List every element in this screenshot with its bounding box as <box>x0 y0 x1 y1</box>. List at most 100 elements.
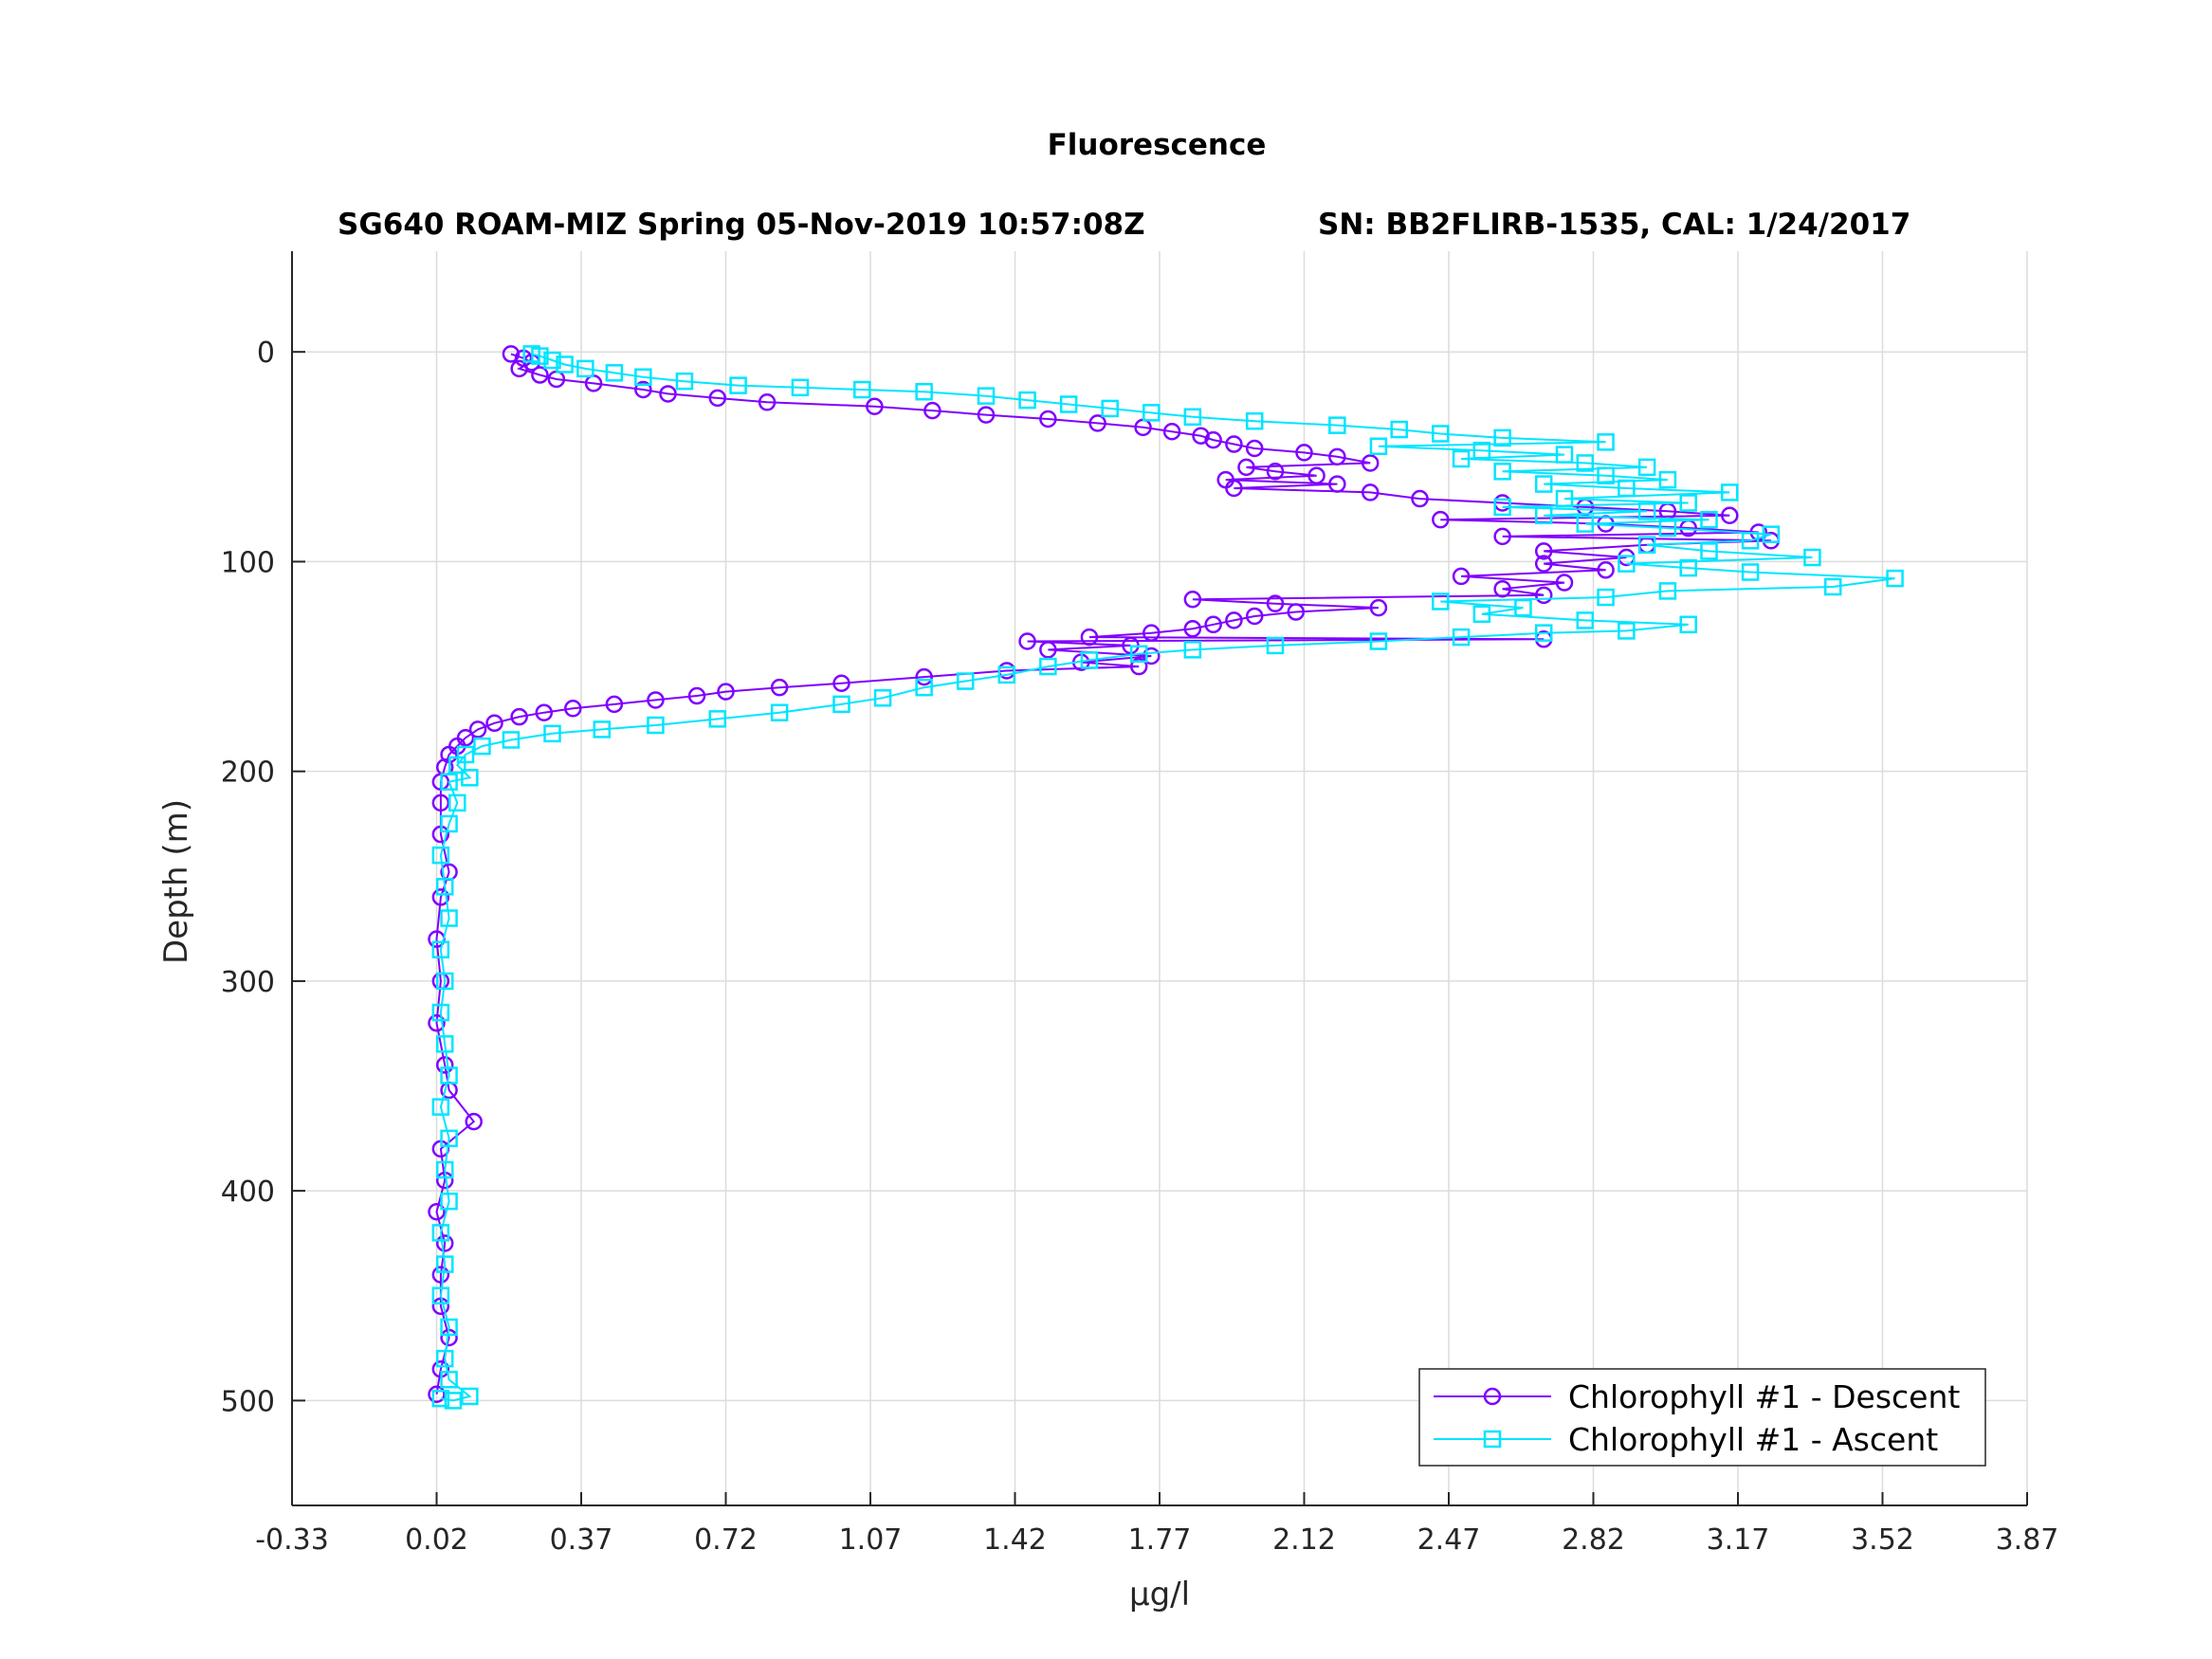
data-point <box>468 720 487 738</box>
data-point <box>1129 645 1148 664</box>
legend: Chlorophyll #1 - Descent Chlorophyll #1 … <box>1418 1368 1986 1467</box>
data-point <box>1576 454 1595 472</box>
data-point <box>1534 475 1553 493</box>
legend-box <box>1418 1368 1986 1467</box>
data-point <box>1597 561 1615 579</box>
data-point <box>1018 632 1036 650</box>
data-point <box>1183 619 1202 638</box>
data-point <box>431 1266 450 1284</box>
data-point <box>461 1387 479 1406</box>
data-point <box>1225 479 1243 498</box>
data-point <box>435 1234 454 1252</box>
data-point <box>708 389 727 408</box>
data-point <box>440 1066 458 1085</box>
data-point <box>1390 420 1408 439</box>
data-point <box>1287 603 1306 621</box>
data-point <box>431 846 450 865</box>
data-point <box>1555 574 1574 592</box>
data-point <box>428 1013 446 1032</box>
data-point <box>1204 615 1222 634</box>
data-point <box>428 1203 446 1221</box>
data-point <box>444 1392 463 1410</box>
data-point <box>1411 489 1429 508</box>
data-point <box>923 401 941 420</box>
data-point <box>1618 622 1636 640</box>
data-point <box>1534 624 1553 642</box>
data-point <box>647 691 665 709</box>
data-point <box>717 683 735 701</box>
data-point <box>1493 498 1511 517</box>
data-point <box>1192 427 1210 445</box>
data-point <box>510 359 528 378</box>
data-point <box>1369 598 1388 617</box>
data-point <box>431 1224 450 1242</box>
data-point <box>535 703 554 721</box>
data-point <box>456 745 475 764</box>
legend-marker-ascent <box>1483 1430 1502 1449</box>
data-point <box>708 710 727 728</box>
data-point <box>440 909 458 927</box>
data-point <box>440 773 458 791</box>
x-tick-label: 1.07 <box>839 1523 903 1557</box>
y-tick-label: 100 <box>221 546 275 579</box>
y-tick-label: 400 <box>221 1176 275 1209</box>
data-point <box>634 368 652 386</box>
data-point <box>1534 542 1553 560</box>
data-point <box>1307 466 1325 484</box>
data-point <box>1721 506 1739 525</box>
data-point <box>435 1160 454 1179</box>
y-axis-label: Depth (m) <box>157 799 195 964</box>
data-point <box>1721 483 1739 501</box>
plot-area: -0.33 0.02 0.37 0.72 1.07 1.42 1.77 2.12 2.47 2.8… <box>221 251 2058 1557</box>
data-point <box>977 387 996 405</box>
data-point <box>502 731 521 749</box>
data-point <box>1658 582 1677 600</box>
data-point <box>593 720 612 738</box>
data-point <box>1143 647 1161 665</box>
data-point <box>431 1389 450 1408</box>
data-point <box>1018 391 1036 410</box>
data-point <box>431 1098 450 1116</box>
data-point <box>1295 444 1313 462</box>
x-tick-label: 1.42 <box>983 1523 1047 1557</box>
data-point <box>1618 479 1636 498</box>
data-point <box>461 769 479 787</box>
data-point <box>1452 567 1471 586</box>
chart-subtitle-right: SN: BB2FLIRB-1535, CAL: 1/24/2017 <box>1318 208 1910 242</box>
data-point <box>1245 411 1264 430</box>
data-point <box>791 378 810 397</box>
data-point <box>1162 423 1181 441</box>
data-point <box>1679 558 1697 577</box>
x-tick-label: 1.77 <box>1128 1523 1192 1557</box>
data-point <box>531 366 549 384</box>
data-point <box>431 1286 450 1305</box>
data-point <box>1452 449 1471 468</box>
data-point <box>687 686 706 705</box>
data-point <box>1183 641 1202 659</box>
data-point <box>485 714 503 733</box>
data-point <box>440 1192 458 1211</box>
data-point <box>1143 404 1161 422</box>
data-point <box>1493 463 1511 481</box>
data-point <box>440 1318 458 1337</box>
data-point <box>1245 439 1264 458</box>
data-point <box>729 376 747 394</box>
x-tick-label: 2.47 <box>1417 1523 1481 1557</box>
data-point <box>832 695 850 714</box>
data-point <box>1618 555 1636 573</box>
data-point <box>1452 628 1471 647</box>
data-point <box>853 380 871 399</box>
data-point <box>1080 651 1099 669</box>
data-point <box>659 385 677 403</box>
data-point <box>1361 454 1380 472</box>
data-point <box>1472 441 1491 460</box>
data-point <box>1576 611 1595 629</box>
x-axis-label: μg/l <box>1129 1576 1190 1613</box>
data-point <box>1679 494 1697 512</box>
data-point <box>1534 586 1553 605</box>
data-point <box>431 888 450 906</box>
data-point <box>1361 483 1380 501</box>
data-point <box>1183 591 1202 609</box>
data-point <box>1741 563 1760 581</box>
data-point <box>1886 569 1904 588</box>
